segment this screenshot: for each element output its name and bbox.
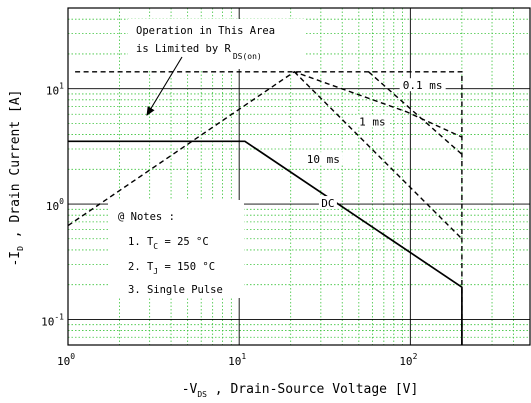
- x-tick-label: 100: [57, 352, 75, 368]
- x-tick-label: 102: [399, 352, 417, 368]
- curve-labels: 0.1 ms 1 ms 10 ms DC: [303, 78, 446, 210]
- series-r-ds-on-limit: [67, 71, 463, 227]
- note-tj: 2. TJ = 150 °C: [128, 261, 215, 276]
- rdson-annotation-box: [128, 19, 304, 69]
- series-0-1-ms: [75, 71, 463, 345]
- curve-label-bg: [318, 196, 337, 210]
- y-tick-label: 10-1: [41, 312, 64, 328]
- rdson-subscript: DS(on): [233, 52, 262, 61]
- note-single-pulse: 3. Single Pulse: [128, 284, 223, 296]
- curve-label-dc: DC: [321, 197, 334, 210]
- series-layer: [67, 71, 463, 345]
- series-1-ms: [368, 71, 463, 155]
- x-tick-labels: 100 101 102: [57, 352, 418, 368]
- curve-label-bg: [399, 78, 446, 92]
- plot-frame: [67, 7, 531, 346]
- rdson-arrow: [146, 56, 183, 116]
- y-axis-title: -ID , Drain Current [A]: [8, 89, 25, 266]
- y-tick-label: 100: [46, 197, 64, 213]
- rdson-line2: is Limited by RDS(on): [136, 43, 262, 61]
- notes-box: @ Notes : 1. TC = 25 °C 2. TJ = 150 °C 3…: [108, 200, 244, 298]
- notes-background: [108, 200, 244, 298]
- curve-label-10-ms: 10 ms: [307, 153, 340, 166]
- rdson-annotation: Operation in This Area is Limited by RDS…: [128, 19, 304, 116]
- y-tick-labels: 10-1 100 101: [41, 82, 64, 329]
- curve-label-0-1-ms: 0.1 ms: [403, 79, 443, 92]
- curve-label-bg: [356, 114, 389, 128]
- y-tick-label: 101: [46, 82, 64, 98]
- x-axis-title: -VDS , Drain-Source Voltage [V]: [182, 382, 419, 399]
- x-tick-label: 101: [228, 352, 246, 368]
- series-10-ms: [293, 71, 463, 240]
- note-tc: 1. TC = 25 °C: [128, 236, 209, 251]
- curve-label-1-ms: 1 ms: [359, 115, 386, 128]
- curve-label-bg: [303, 152, 343, 166]
- notes-header: @ Notes :: [118, 211, 175, 223]
- rdson-line1: Operation in This Area: [136, 25, 275, 37]
